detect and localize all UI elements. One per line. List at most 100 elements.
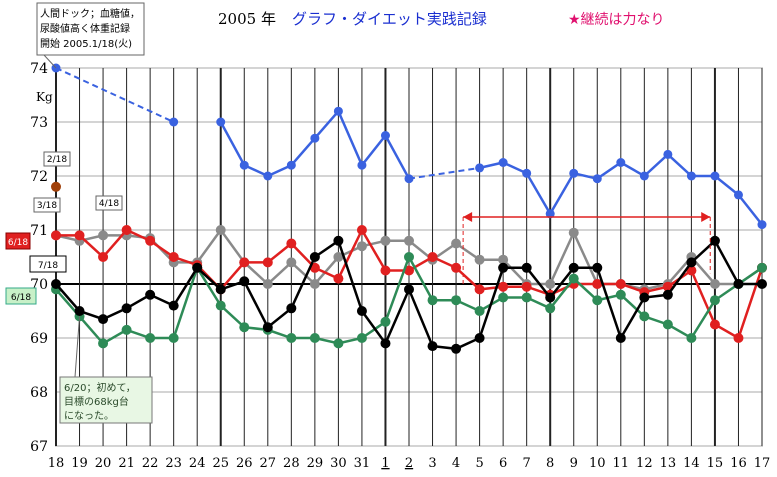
data-point (757, 279, 767, 289)
data-point (357, 161, 366, 170)
data-point (357, 306, 367, 316)
tag-6-18-red: 6/18 (8, 238, 28, 248)
chart-title: グラフ・ダイエット実践記録 (292, 10, 487, 28)
x-tick-label: 1 (381, 456, 389, 471)
data-point (263, 172, 272, 181)
data-point (404, 236, 414, 246)
data-point (545, 303, 555, 313)
data-point (733, 333, 743, 343)
data-point (310, 333, 320, 343)
data-point (710, 279, 720, 289)
data-point (263, 257, 273, 267)
data-point (334, 107, 343, 116)
goal-note-line2: 目標の68kg台 (64, 395, 129, 408)
x-tick-label: 15 (707, 456, 724, 471)
data-point (286, 333, 296, 343)
data-point (333, 338, 343, 348)
data-point (98, 338, 108, 348)
data-point (734, 190, 743, 199)
data-point (569, 169, 578, 178)
data-point (381, 131, 390, 140)
data-point (499, 158, 508, 167)
data-point (75, 230, 85, 240)
data-point (545, 279, 555, 289)
data-point (216, 225, 226, 235)
x-tick-label: 18 (48, 456, 65, 471)
data-point (240, 161, 249, 170)
x-tick-label: 20 (95, 456, 112, 471)
x-tick-label: 24 (189, 456, 206, 471)
data-point (286, 257, 296, 267)
data-point (357, 241, 367, 251)
data-point (333, 274, 343, 284)
data-point (239, 276, 249, 286)
x-tick-label: 5 (475, 456, 483, 471)
y-tick-label: 72 (30, 169, 48, 185)
data-point (287, 161, 296, 170)
data-point (216, 301, 226, 311)
data-point (145, 333, 155, 343)
data-point (310, 252, 320, 262)
x-tick-label: 27 (260, 456, 277, 471)
data-point (663, 290, 673, 300)
x-axis: 1819202122232425262728293031123456789101… (48, 456, 771, 471)
y-axis-unit: Kg (36, 90, 53, 104)
data-point (380, 338, 390, 348)
data-point (640, 172, 649, 181)
data-point (404, 252, 414, 262)
data-point (239, 257, 249, 267)
data-point (380, 317, 390, 327)
data-point (616, 279, 626, 289)
data-point (569, 274, 579, 284)
x-tick-label: 23 (165, 456, 182, 471)
data-point (122, 325, 132, 335)
goal-note-line1: 6/20；初めて， (64, 381, 136, 394)
data-point (733, 279, 743, 289)
data-point (686, 333, 696, 343)
data-point (522, 263, 532, 273)
start-note-line2: 尿酸値高く体重記録 (40, 22, 130, 35)
data-point (286, 239, 296, 249)
data-point (616, 158, 625, 167)
data-point (286, 303, 296, 313)
goal-note-line3: になった。 (64, 410, 114, 422)
chart-slogan: ★継続は力なり (568, 11, 665, 28)
data-point (592, 295, 602, 305)
tag-4-18: 4/18 (99, 199, 119, 209)
data-point (545, 293, 555, 303)
x-tick-label: 25 (212, 456, 229, 471)
data-point (98, 252, 108, 262)
data-point (663, 320, 673, 330)
data-point (192, 263, 202, 273)
data-point (333, 236, 343, 246)
y-tick-label: 71 (30, 223, 48, 239)
data-point (51, 230, 61, 240)
start-note-line1: 人間ドック；血糖値， (40, 7, 140, 20)
data-point (639, 293, 649, 303)
tag-6-18-green: 6/18 (11, 293, 31, 303)
x-tick-label: 2 (405, 456, 413, 471)
data-point (145, 290, 155, 300)
data-point (122, 225, 132, 235)
tag-2-18: 2/18 (47, 155, 67, 165)
data-point (380, 266, 390, 276)
x-tick-label: 12 (636, 456, 653, 471)
data-point (428, 341, 438, 351)
data-point (710, 295, 720, 305)
x-tick-label: 7 (523, 456, 531, 471)
data-point (475, 284, 485, 294)
x-tick-label: 16 (730, 456, 747, 471)
data-point (428, 252, 438, 262)
x-tick-label: 4 (452, 456, 460, 471)
x-tick-label: 8 (546, 456, 554, 471)
data-point (263, 279, 273, 289)
x-tick-label: 3 (428, 456, 436, 471)
series-2-18 (51, 182, 61, 192)
data-point (357, 333, 367, 343)
data-point (593, 174, 602, 183)
x-tick-label: 22 (142, 456, 159, 471)
data-point (522, 282, 532, 292)
data-point (216, 118, 225, 127)
x-tick-label: 17 (754, 456, 771, 471)
data-point (98, 314, 108, 324)
